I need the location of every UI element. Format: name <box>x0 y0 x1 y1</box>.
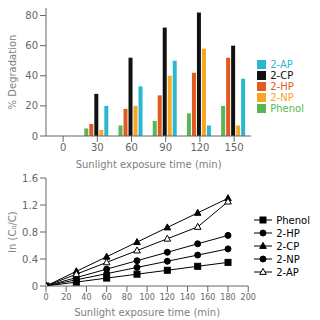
svg-text:0: 0 <box>43 293 48 302</box>
svg-text:30: 30 <box>91 142 104 153</box>
svg-text:40: 40 <box>25 70 38 81</box>
svg-text:80: 80 <box>122 293 132 302</box>
svg-text:% Degradation: % Degradation <box>8 35 18 110</box>
html-text:2-AP: 2-AP <box>270 58 293 70</box>
svg-text:40: 40 <box>81 293 91 302</box>
svg-text:160: 160 <box>200 293 215 302</box>
html-text:Phenol: Phenol <box>276 214 310 226</box>
html-text:2-AP: 2-AP <box>276 266 299 278</box>
svg-text:1.6: 1.6 <box>22 173 38 184</box>
html-text:2-NP: 2-NP <box>270 91 294 103</box>
svg-text:0: 0 <box>32 131 38 142</box>
svg-text:20: 20 <box>61 293 71 302</box>
html-text:2-CP: 2-CP <box>276 240 300 252</box>
svg-text:1.2: 1.2 <box>22 200 38 211</box>
html-text:2-HP: 2-HP <box>276 227 300 239</box>
svg-text:80: 80 <box>25 10 38 21</box>
html-text:2-HP: 2-HP <box>270 80 294 92</box>
svg-text:90: 90 <box>159 142 172 153</box>
html-text:2-CP: 2-CP <box>270 69 294 81</box>
svg-text:140: 140 <box>180 293 195 302</box>
svg-text:60: 60 <box>125 142 138 153</box>
svg-text:Sunlight exposure time (min): Sunlight exposure time (min) <box>76 159 222 170</box>
svg-text:100: 100 <box>139 293 154 302</box>
svg-text:150: 150 <box>225 142 244 153</box>
svg-text:60: 60 <box>25 40 38 51</box>
svg-text:120: 120 <box>160 293 175 302</box>
svg-text:0: 0 <box>60 142 66 153</box>
svg-text:0: 0 <box>32 281 38 292</box>
svg-text:60: 60 <box>102 293 112 302</box>
svg-text:20: 20 <box>25 100 38 111</box>
svg-text:200: 200 <box>241 293 256 302</box>
html-text:Phenol: Phenol <box>270 102 304 114</box>
svg-text:120: 120 <box>190 142 209 153</box>
html-text:2-NP: 2-NP <box>276 253 300 265</box>
svg-text:180: 180 <box>220 293 235 302</box>
svg-text:ln (C₀/C): ln (C₀/C) <box>8 211 18 253</box>
svg-text:0.8: 0.8 <box>22 227 38 238</box>
svg-text:Sunlight exposure time (min): Sunlight exposure time (min) <box>74 307 220 318</box>
svg-text:0.4: 0.4 <box>22 254 38 265</box>
